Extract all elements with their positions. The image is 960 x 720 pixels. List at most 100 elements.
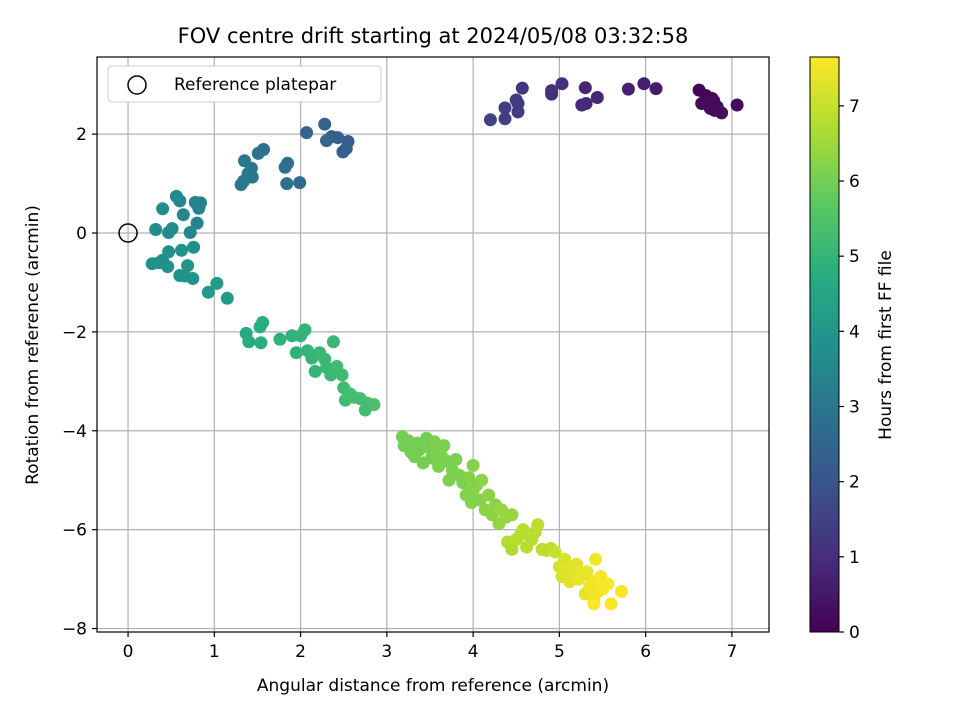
x-tick-label: 3 xyxy=(381,642,392,662)
data-point xyxy=(367,398,381,412)
data-point xyxy=(515,81,529,95)
data-point xyxy=(201,285,215,299)
data-point xyxy=(604,597,618,611)
colorbar-ticks: 0 1 2 3 4 5 6 7 xyxy=(839,97,860,643)
data-point xyxy=(188,195,202,209)
x-tick-label: 1 xyxy=(209,642,220,662)
data-point xyxy=(289,346,303,360)
colorbar-tick-label: 2 xyxy=(849,473,860,493)
legend: Reference platepar xyxy=(107,65,382,103)
data-point xyxy=(318,117,332,131)
data-point xyxy=(649,82,663,96)
data-point xyxy=(482,488,496,502)
data-point xyxy=(234,178,248,192)
data-point xyxy=(466,458,480,472)
colorbar-tick-label: 4 xyxy=(849,322,860,342)
data-point xyxy=(300,126,314,140)
data-point xyxy=(187,240,201,254)
legend-label: Reference platepar xyxy=(174,75,336,95)
legend-box xyxy=(107,65,382,103)
x-tick-label: 6 xyxy=(640,642,651,662)
data-point xyxy=(509,93,523,107)
colorbar-gradient xyxy=(809,56,840,633)
data-point xyxy=(210,276,224,290)
data-point xyxy=(437,439,451,453)
x-tick-label: 0 xyxy=(123,642,134,662)
colorbar-tick-label: 1 xyxy=(849,548,860,568)
data-point xyxy=(241,167,255,181)
data-point xyxy=(320,134,333,148)
y-tick-label: −2 xyxy=(62,323,87,343)
data-point xyxy=(589,552,603,566)
data-point xyxy=(578,81,592,95)
data-point xyxy=(190,216,204,230)
data-point xyxy=(575,98,589,112)
y-tick-label: −8 xyxy=(62,620,87,640)
data-point xyxy=(162,226,176,239)
y-tick-label: −4 xyxy=(62,422,87,442)
legend-marker xyxy=(127,75,147,95)
data-point xyxy=(308,364,322,378)
reference-marker xyxy=(118,223,138,243)
data-point xyxy=(475,473,489,487)
grid xyxy=(97,57,769,632)
plot-frame xyxy=(96,56,770,633)
data-point xyxy=(498,112,512,126)
data-point xyxy=(707,94,721,108)
data-point xyxy=(590,91,604,104)
data-point xyxy=(587,597,601,611)
data-point xyxy=(601,577,615,591)
points xyxy=(145,77,744,611)
data-point xyxy=(156,202,170,216)
y-tick-label: −6 xyxy=(62,521,87,541)
x-ticks: 0 1 2 3 4 5 6 7 xyxy=(123,632,737,662)
data-point xyxy=(516,523,530,537)
data-point xyxy=(615,585,628,598)
data-point xyxy=(558,552,572,566)
data-point xyxy=(256,316,270,329)
y-tick-label: 0 xyxy=(76,224,87,244)
colorbar-tick-label: 5 xyxy=(849,247,860,267)
data-point xyxy=(176,208,190,222)
data-point xyxy=(335,368,349,382)
data-point xyxy=(251,146,265,160)
data-point xyxy=(175,243,188,257)
x-tick-label: 5 xyxy=(554,642,565,662)
data-point xyxy=(637,77,651,91)
data-point xyxy=(621,82,635,96)
chart-title: FOV centre drift starting at 2024/05/08 … xyxy=(178,24,689,48)
data-point xyxy=(183,226,197,239)
data-point xyxy=(548,545,562,559)
data-point xyxy=(173,269,187,282)
colorbar-tick-label: 7 xyxy=(849,97,860,117)
data-point xyxy=(505,542,519,556)
data-point xyxy=(149,223,163,236)
data-point xyxy=(511,105,525,119)
data-point xyxy=(181,259,195,273)
data-point xyxy=(730,98,744,112)
data-point xyxy=(413,443,427,457)
colorbar: 0 1 2 3 4 5 6 7 Hours from first FF file xyxy=(809,56,896,643)
data-point xyxy=(254,336,268,350)
data-point xyxy=(238,154,251,168)
data-point xyxy=(505,508,519,522)
y-axis-label: Rotation from reference (arcmin) xyxy=(23,205,43,485)
data-point xyxy=(692,83,706,97)
colorbar-label: Hours from first FF file xyxy=(876,250,896,440)
colorbar-tick-label: 0 xyxy=(849,623,860,643)
x-tick-label: 7 xyxy=(726,642,737,662)
data-point xyxy=(498,101,512,115)
y-tick-label: 2 xyxy=(76,125,87,145)
data-point xyxy=(570,557,584,571)
x-tick-label: 4 xyxy=(468,642,479,662)
x-axis-label: Angular distance from reference (arcmin) xyxy=(257,676,609,696)
x-tick-label: 2 xyxy=(295,642,306,662)
data-point xyxy=(449,453,463,466)
data-point xyxy=(273,332,287,346)
data-point xyxy=(293,176,307,190)
data-point xyxy=(145,257,159,271)
data-point xyxy=(298,323,312,337)
colorbar-tick-label: 6 xyxy=(849,172,860,192)
data-point xyxy=(278,160,292,174)
